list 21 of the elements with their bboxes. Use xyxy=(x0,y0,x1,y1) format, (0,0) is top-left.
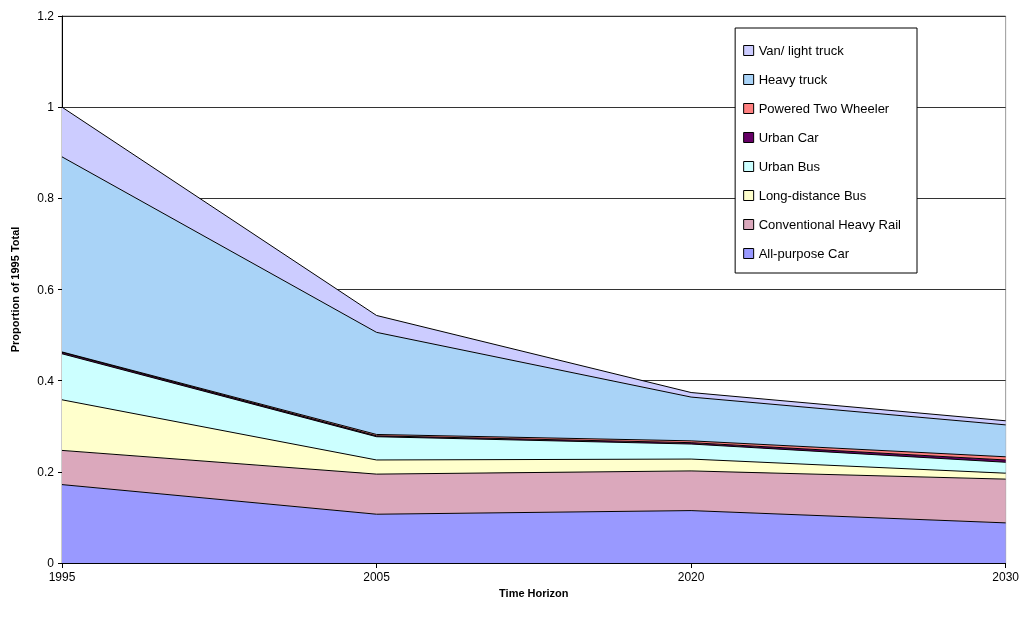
y-tick-label: 0.4 xyxy=(37,373,55,388)
legend-label: Urban Bus xyxy=(758,159,821,174)
legend-label: Long-distance Bus xyxy=(758,188,867,203)
legend-label: All-purpose Car xyxy=(758,246,850,261)
y-tick-label: 0.8 xyxy=(37,191,55,206)
x-tick-label: 2020 xyxy=(677,570,705,584)
x-tick-label: 2005 xyxy=(363,570,391,584)
x-tick-label: 1995 xyxy=(48,570,76,584)
y-tick-label: 0.6 xyxy=(37,282,55,297)
legend-label: Heavy truck xyxy=(758,72,828,87)
legend-label: Urban Car xyxy=(758,130,820,145)
x-tick-label: 2030 xyxy=(992,570,1020,584)
y-tick-label: 1.2 xyxy=(37,9,55,23)
y-axis-title: Proportion of 1995 Total xyxy=(8,226,21,353)
legend-label: Conventional Heavy Rail xyxy=(758,217,902,232)
legend-label: Van/ light truck xyxy=(758,43,845,58)
legend-label: Powered Two Wheeler xyxy=(758,101,890,116)
x-axis-title: Time Horizon xyxy=(499,587,569,600)
y-tick-label: 0.2 xyxy=(37,464,55,479)
y-tick-label: 1 xyxy=(47,100,55,115)
y-tick-label: 0 xyxy=(47,556,55,570)
